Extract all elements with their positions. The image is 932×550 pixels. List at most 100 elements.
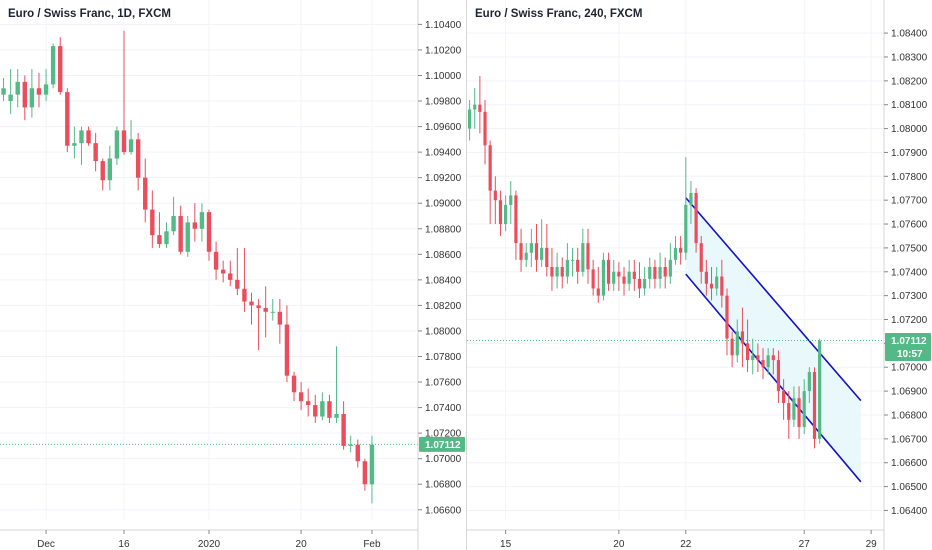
candle-down[interactable] [150, 190, 155, 248]
candle-down[interactable] [663, 257, 667, 289]
candle-down[interactable] [341, 401, 346, 450]
candle-up[interactable] [29, 69, 35, 118]
candle-down[interactable] [284, 305, 290, 383]
candle-down[interactable] [776, 350, 781, 404]
candle-up[interactable] [565, 243, 569, 284]
candle-down[interactable] [206, 209, 212, 261]
candle-up[interactable] [348, 435, 353, 453]
candle-up[interactable] [529, 228, 533, 267]
chart-panel-daily[interactable]: 1.06600 1.06800 1.07000 1.07200 1.07400 1.076… [0, 0, 466, 550]
candle-down[interactable] [100, 158, 105, 191]
candle-down[interactable] [787, 391, 791, 439]
candle-up[interactable] [72, 126, 77, 159]
candle-up[interactable] [43, 69, 49, 102]
candle-up[interactable] [128, 120, 134, 155]
candle-down[interactable] [242, 247, 247, 312]
candle-down[interactable] [135, 132, 141, 191]
candle-up[interactable] [320, 392, 325, 421]
candle-down[interactable] [291, 371, 297, 402]
candle-down[interactable] [596, 267, 600, 303]
candle-down[interactable] [704, 259, 708, 296]
h4-chart-canvas[interactable]: 1.06400 1.06500 1.06600 1.06700 1.06800 1.069… [467, 0, 932, 550]
candle-up[interactable] [555, 252, 559, 289]
candle-up[interactable] [79, 126, 84, 165]
candle-up[interactable] [171, 196, 176, 236]
candle-down[interactable] [720, 259, 724, 308]
candle-down[interactable] [178, 205, 183, 255]
candle-down[interactable] [235, 247, 240, 296]
candle-down[interactable] [498, 190, 503, 236]
channel-lower-line[interactable] [685, 273, 862, 483]
candle-down[interactable] [637, 262, 642, 299]
candle-down[interactable] [550, 247, 554, 291]
candle-up[interactable] [540, 219, 544, 267]
candle-down[interactable] [745, 319, 750, 373]
candle-down[interactable] [740, 307, 745, 368]
candle-down[interactable] [632, 259, 636, 291]
candle-down[interactable] [488, 140, 492, 225]
candle-up[interactable] [107, 145, 113, 191]
candle-down[interactable] [812, 367, 817, 449]
candle-down[interactable] [756, 343, 760, 373]
candle-up[interactable] [185, 215, 190, 257]
candle-down[interactable] [478, 76, 482, 134]
candle-up[interactable] [369, 435, 375, 504]
candle-down[interactable] [514, 190, 518, 260]
candle-up[interactable] [473, 87, 477, 129]
candle-up[interactable] [715, 267, 719, 296]
candle-up[interactable] [643, 267, 647, 296]
candle-up[interactable] [792, 386, 796, 427]
candle-down[interactable] [249, 292, 254, 325]
candle-down[interactable] [58, 37, 63, 95]
daily-chart-canvas[interactable]: 1.06600 1.06800 1.07000 1.07200 1.07400 1.076… [0, 0, 466, 550]
candle-up[interactable] [509, 181, 513, 225]
candle-down[interactable] [192, 203, 198, 242]
candle-up[interactable] [612, 259, 616, 291]
candle-down[interactable] [591, 259, 595, 296]
candle-down[interactable] [730, 331, 734, 368]
candle-down[interactable] [782, 379, 786, 420]
candle-up[interactable] [334, 346, 339, 423]
candle-down[interactable] [560, 257, 564, 289]
candle-down[interactable] [121, 30, 127, 155]
candle-down[interactable] [298, 382, 304, 411]
candle-up[interactable] [684, 157, 688, 260]
candle-down[interactable] [220, 260, 226, 283]
candle-up[interactable] [648, 257, 652, 289]
candle-down[interactable] [493, 176, 497, 225]
time-axis[interactable]: Dec 16 2020 20 Feb [37, 530, 381, 550]
candle-down[interactable] [228, 260, 233, 287]
candle-down[interactable] [22, 75, 27, 121]
candle-up[interactable] [15, 69, 20, 108]
candle-down[interactable] [65, 88, 70, 153]
candle-up[interactable] [504, 195, 508, 232]
candle-up[interactable] [627, 259, 631, 291]
candle-down[interactable] [725, 288, 729, 356]
candle-up[interactable] [50, 43, 56, 89]
candle-up[interactable] [570, 247, 575, 277]
candle-down[interactable] [213, 241, 219, 280]
candle-down[interactable] [534, 224, 539, 272]
candle-down[interactable] [86, 126, 91, 146]
candle-down[interactable] [36, 72, 42, 108]
candle-up[interactable] [467, 99, 472, 141]
candle-up[interactable] [802, 379, 806, 435]
candle-up[interactable] [1, 78, 6, 102]
candle-down[interactable] [576, 247, 580, 284]
candle-up[interactable] [581, 228, 585, 277]
candle-down[interactable] [277, 299, 283, 344]
candle-up[interactable] [270, 299, 275, 321]
candle-down[interactable] [694, 188, 698, 253]
candle-down[interactable] [679, 235, 683, 265]
candle-up[interactable] [673, 235, 678, 265]
candle-down[interactable] [771, 348, 775, 375]
candle-down[interactable] [653, 259, 657, 289]
candle-down[interactable] [699, 235, 703, 284]
candle-up[interactable] [199, 203, 205, 242]
candle-down[interactable] [709, 267, 714, 301]
candle-down[interactable] [313, 394, 318, 423]
candle-up[interactable] [668, 243, 672, 284]
candle-down[interactable] [355, 439, 360, 468]
candle-down[interactable] [263, 286, 268, 338]
candle-down[interactable] [545, 224, 549, 277]
